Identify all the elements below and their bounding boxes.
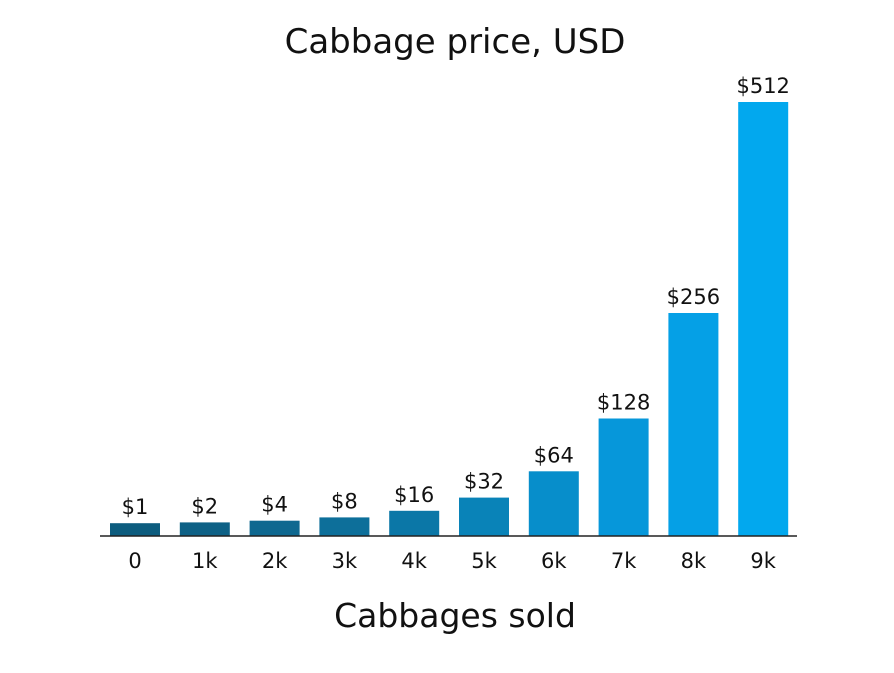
x-tick-label-0: 0	[128, 549, 141, 573]
data-label-7k: $128	[597, 391, 650, 415]
bar-4k	[389, 510, 440, 536]
x-tick-label-4k: 4k	[401, 549, 427, 573]
bar-2k	[249, 520, 300, 536]
x-tick-label-5k: 5k	[471, 549, 497, 573]
x-tick-label-7k: 7k	[611, 549, 637, 573]
x-tick-label-8k: 8k	[681, 549, 707, 573]
bar-3k	[319, 517, 370, 536]
data-label-9k: $512	[736, 74, 789, 98]
bar-9k	[738, 102, 789, 536]
data-label-8k: $256	[667, 285, 720, 309]
bars-group	[110, 102, 789, 537]
bar-0	[110, 523, 160, 536]
bar-5k	[459, 497, 509, 536]
data-label-4k: $16	[394, 483, 434, 507]
x-tick-labels-group: 0 1k 2k 3k 4k 5k 6k 7k 8k 9k	[128, 549, 776, 573]
bar-6k	[528, 471, 579, 537]
bar-8k	[668, 313, 719, 536]
x-tick-label-1k: 1k	[192, 549, 218, 573]
x-tick-label-9k: 9k	[750, 549, 776, 573]
data-label-1k: $2	[191, 494, 218, 518]
bar-7k	[598, 418, 649, 536]
bar-1k	[179, 522, 230, 536]
data-labels-group: $1 $2 $4 $8 $16 $32 $64 $128 $256 $512	[122, 74, 790, 519]
data-label-2k: $4	[261, 493, 288, 517]
x-tick-label-3k: 3k	[332, 549, 358, 573]
x-tick-label-6k: 6k	[541, 549, 567, 573]
x-axis-title: Cabbages sold	[334, 596, 576, 635]
data-label-3k: $8	[331, 489, 358, 513]
chart-title: Cabbage price, USD	[285, 22, 626, 62]
data-label-0: $1	[122, 495, 149, 519]
data-label-6k: $64	[534, 443, 574, 467]
x-tick-label-2k: 2k	[262, 549, 288, 573]
data-label-5k: $32	[464, 470, 504, 494]
